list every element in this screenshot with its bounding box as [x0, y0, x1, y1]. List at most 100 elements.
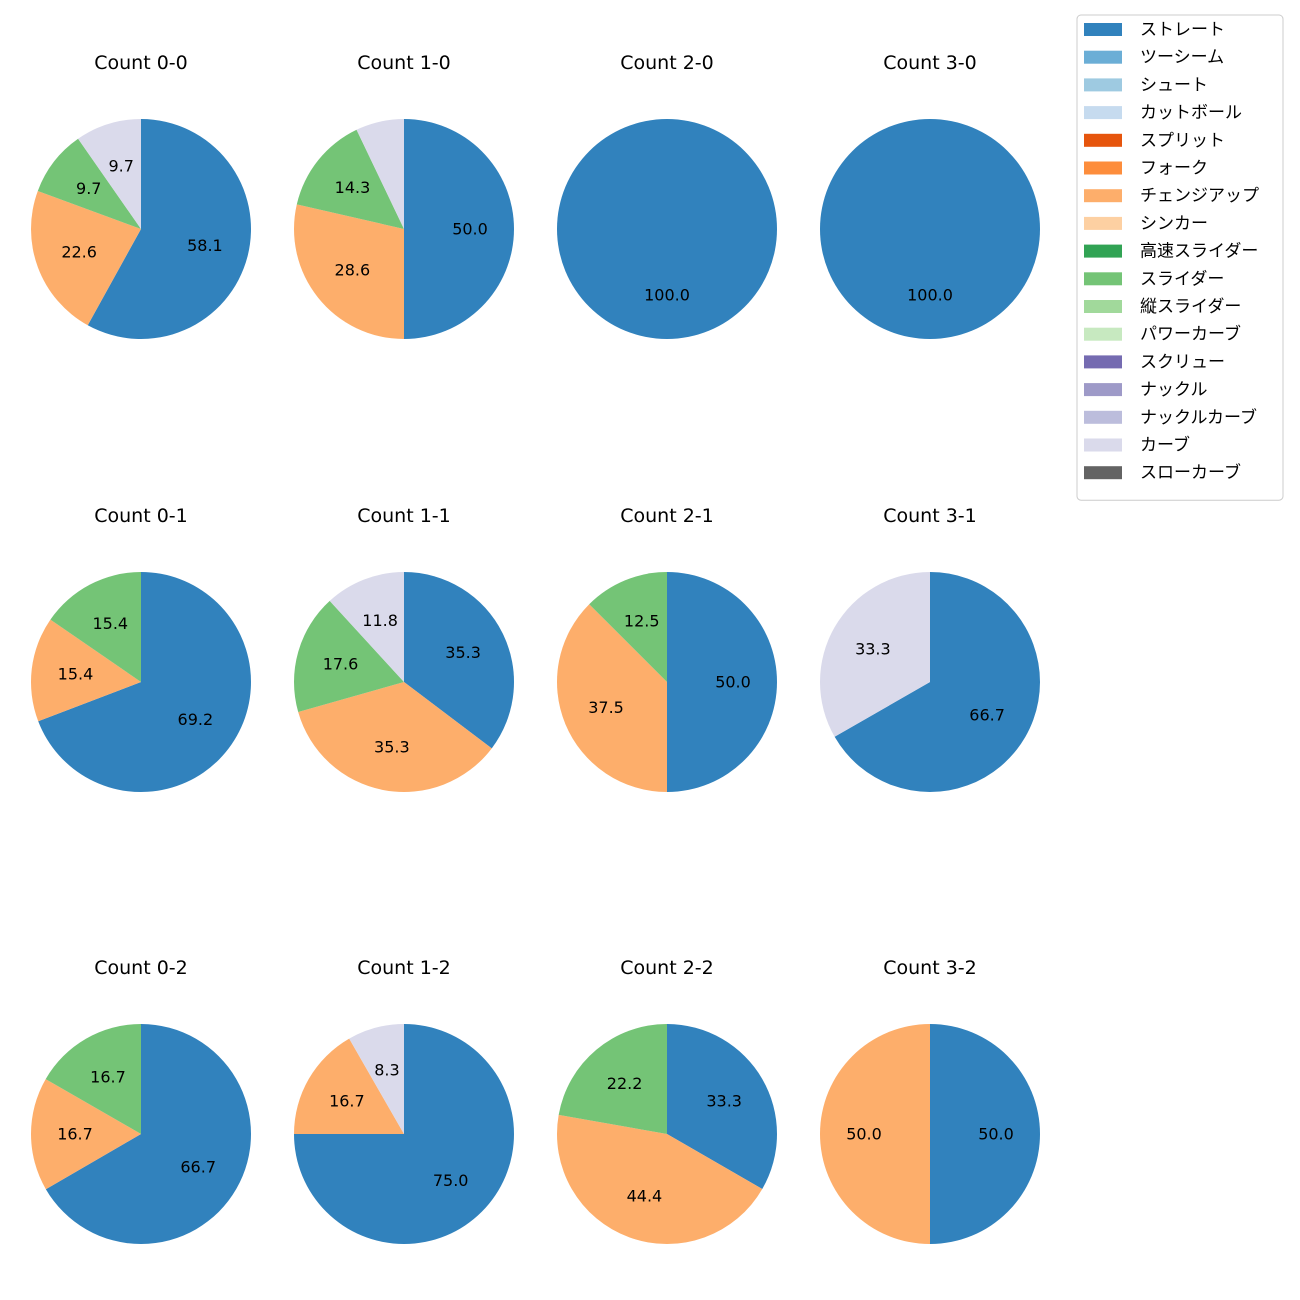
legend-item: スローカーブ — [1084, 462, 1241, 483]
legend-swatch — [1084, 216, 1122, 230]
pie-title: Count 1-2 — [357, 957, 451, 979]
legend-swatch — [1084, 466, 1122, 480]
pie-count-0-2: Count 0-2 66.7 16.7 16.7 — [30, 957, 251, 1244]
pie-slice-count-1-1-1 — [298, 682, 492, 792]
legend-item: ストレート — [1084, 20, 1225, 40]
pie-slice-count-1-1-3 — [329, 572, 404, 682]
pie-count-2-1: Count 2-1 50.0 37.5 12.5 — [557, 505, 777, 792]
legend-swatch — [1084, 133, 1122, 147]
legend-swatch — [1084, 272, 1122, 286]
legend-label: スライダー — [1140, 269, 1224, 289]
pie-slice-label: 66.7 — [180, 1157, 216, 1176]
pie-title: Count 3-2 — [883, 957, 977, 979]
legend-label: ストレート — [1140, 20, 1225, 40]
pie-slice-label: 69.2 — [178, 710, 214, 729]
pie-title: Count 0-0 — [94, 52, 188, 74]
pie-slice-count-1-1-0 — [404, 572, 515, 749]
pie-slice-label: 16.7 — [57, 1125, 93, 1144]
pie-slice-count-3-2-1 — [820, 1024, 930, 1244]
pie-slice-label: 100.0 — [644, 286, 690, 305]
pie-slice-count-0-0-0 — [87, 119, 252, 339]
legend-label: スプリット — [1140, 131, 1225, 151]
pie-slice-label: 75.0 — [433, 1171, 469, 1190]
legend-label: シュート — [1140, 75, 1208, 95]
pie-slice-label: 37.5 — [588, 698, 624, 717]
pie-slice-label: 33.3 — [855, 639, 891, 658]
legend-swatch — [1084, 244, 1122, 258]
pie-slice-label: 9.7 — [76, 179, 101, 198]
pie-slice-count-0-2-0 — [45, 1024, 251, 1244]
legend-label: フォーク — [1140, 159, 1208, 179]
legend-swatch — [1084, 383, 1122, 397]
legend-swatch — [1084, 78, 1122, 92]
legend-label: カットボール — [1140, 103, 1242, 123]
legend-label: 縦スライダー — [1140, 297, 1241, 317]
legend-label: シンカー — [1140, 214, 1208, 234]
pie-title: Count 1-1 — [357, 505, 451, 527]
legend-item: 縦スライダー — [1084, 297, 1241, 317]
pie-slice-count-2-1-0 — [667, 572, 777, 792]
pie-slice-count-0-2-2 — [45, 1024, 141, 1134]
pie-title: Count 2-2 — [620, 957, 714, 979]
pies-layer: Count 0-0 58.1 22.6 9.7 9.7 Count 1-0 50.0 28.6… — [30, 52, 1040, 1244]
pie-slice-count-0-1-2 — [50, 572, 141, 682]
pie-slice-label: 33.3 — [706, 1092, 742, 1111]
legend-label: 高速スライダー — [1140, 242, 1258, 262]
pie-slice-count-2-1-1 — [557, 604, 667, 792]
pie-slice-count-3-1-0 — [834, 572, 1040, 792]
pie-slice-count-2-0-0 — [557, 119, 777, 339]
legend-label: ナックルカーブ — [1140, 407, 1257, 428]
pie-count-2-2: Count 2-2 33.3 44.4 22.2 — [556, 957, 777, 1244]
legend-item: スクリュー — [1084, 352, 1225, 372]
legend-swatch — [1084, 189, 1122, 203]
pie-slice-count-1-0-2 — [296, 129, 404, 229]
pie-count-3-1: Count 3-1 66.7 33.3 — [819, 505, 1040, 792]
pie-slice-label: 50.0 — [978, 1125, 1014, 1144]
pie-title: Count 2-0 — [620, 52, 714, 74]
pie-title: Count 3-0 — [883, 52, 977, 74]
pie-slice-label: 35.3 — [374, 737, 410, 756]
legend-item: シンカー — [1084, 214, 1208, 234]
pie-slice-count-1-2-1 — [294, 1038, 404, 1134]
pie-slice-count-0-1-0 — [38, 572, 251, 792]
pie-slice-label: 11.8 — [362, 611, 398, 630]
pie-slice-count-2-2-1 — [556, 1114, 763, 1244]
pie-slice-label: 9.7 — [108, 157, 133, 176]
pie-slice-count-0-1-1 — [30, 619, 141, 722]
pie-slice-count-1-1-2 — [294, 600, 404, 713]
legend-swatch — [1084, 106, 1122, 120]
legend-label: ナックル — [1140, 380, 1208, 400]
pie-count-2-0: Count 2-0 100.0 — [557, 52, 777, 339]
pie-title: Count 3-1 — [883, 505, 977, 527]
pie-count-0-0: Count 0-0 58.1 22.6 9.7 9.7 — [31, 52, 252, 339]
pie-slice-label: 16.7 — [90, 1067, 126, 1086]
pie-slice-count-1-2-2 — [349, 1024, 404, 1134]
pie-slice-count-3-2-0 — [930, 1024, 1040, 1244]
pie-count-1-2: Count 1-2 75.0 16.7 8.3 — [294, 957, 514, 1244]
pie-slice-count-0-0-1 — [31, 190, 142, 326]
pie-slice-count-2-1-2 — [589, 572, 667, 682]
legend-item: ツーシーム — [1084, 48, 1224, 68]
pie-slice-count-2-2-0 — [667, 1024, 777, 1189]
legend-frame — [1076, 14, 1284, 501]
legend-item: カットボール — [1084, 103, 1242, 123]
pie-slice-label: 15.4 — [58, 665, 94, 684]
pie-slice-label: 12.5 — [624, 612, 660, 631]
legend-label: カーブ — [1140, 435, 1190, 456]
legend-swatch — [1084, 161, 1122, 175]
legend-item: スプリット — [1084, 131, 1225, 151]
pie-count-3-2: Count 3-2 50.0 50.0 — [820, 957, 1040, 1244]
legend-item: ナックルカーブ — [1084, 407, 1257, 428]
legend-item: 高速スライダー — [1084, 242, 1258, 262]
pie-count-1-0: Count 1-0 50.0 28.6 14.3 — [293, 52, 514, 339]
pie-title: Count 0-1 — [94, 505, 188, 527]
pie-count-1-1: Count 1-1 35.3 35.3 17.6 11.8 — [294, 505, 515, 792]
pie-slice-label: 50.0 — [452, 220, 488, 239]
pie-slice-count-3-0-0 — [820, 119, 1040, 339]
pie-title: Count 0-2 — [94, 957, 188, 979]
legend: ストレートツーシームシュートカットボールスプリットフォークチェンジアップシンカー… — [1076, 14, 1284, 501]
pie-title: Count 2-1 — [620, 505, 714, 527]
pie-slice-label: 44.4 — [627, 1187, 663, 1206]
pie-slice-label: 17.6 — [323, 654, 359, 673]
legend-item: スライダー — [1084, 269, 1224, 289]
